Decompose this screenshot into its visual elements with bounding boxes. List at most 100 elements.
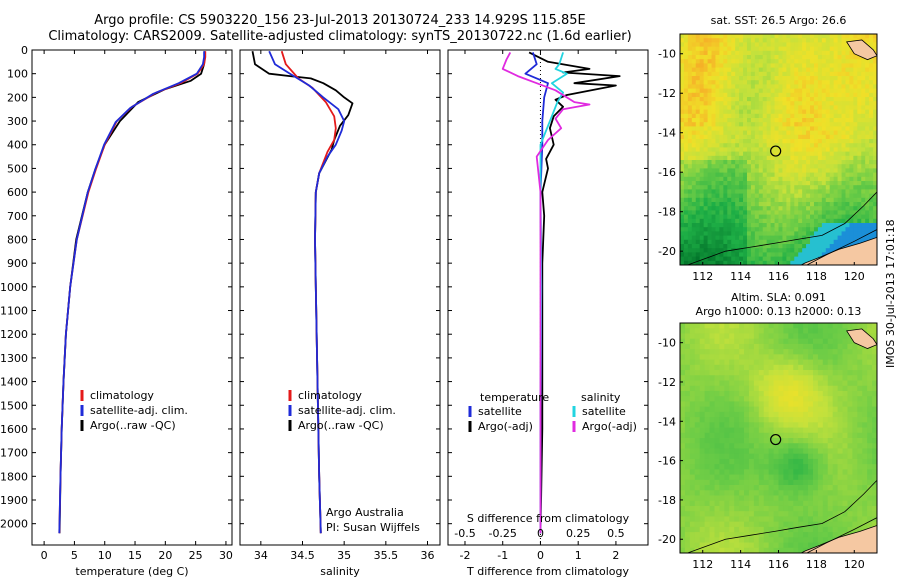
- sst-map-cell: [691, 189, 697, 194]
- sst-map-cell: [825, 151, 831, 157]
- sla-map-cell: [699, 453, 706, 460]
- sla-map-cell: [783, 432, 789, 439]
- sst-map-cell: [719, 164, 724, 169]
- sst-map-cell: [739, 126, 744, 131]
- sst-map-cell: [683, 210, 689, 215]
- sst-map-cell: [802, 71, 807, 77]
- sla-map-cell: [812, 417, 819, 423]
- sla-map-cell: [689, 380, 696, 387]
- sla-map-cell: [748, 396, 755, 402]
- sla-map-cell: [822, 323, 829, 329]
- sst-map-cell: [833, 143, 838, 148]
- sst-map-cell: [845, 189, 850, 194]
- sla-map-cell: [803, 532, 809, 538]
- sst-map-cell: [786, 105, 791, 110]
- sst-map-cell: [715, 260, 720, 266]
- sla-map-cell: [798, 364, 804, 371]
- sst-map-cell: [683, 227, 689, 232]
- sst-map-cell: [707, 206, 712, 211]
- sst-map-cell: [810, 197, 815, 203]
- sst-map-cell: [778, 113, 783, 119]
- sst-map-cell: [865, 105, 870, 110]
- sst-map-cell: [750, 189, 756, 194]
- sst-map-cell: [829, 223, 835, 228]
- sst-map-cell: [715, 63, 720, 68]
- sst-map-cell: [695, 80, 701, 85]
- sst-map-cell: [794, 151, 799, 157]
- sst-map-cell: [762, 231, 768, 236]
- sst-map-cell: [774, 42, 779, 47]
- sla-map-cell: [748, 526, 755, 533]
- sla-map-cell: [684, 485, 691, 491]
- sla-map-cell: [842, 479, 848, 486]
- sla-map-cell: [768, 490, 774, 496]
- sst-map-cell: [739, 235, 744, 241]
- sst-map-cell: [754, 113, 760, 119]
- sla-map-cell: [798, 532, 804, 538]
- sla-map-cell: [714, 396, 720, 402]
- sla-map-cell: [709, 390, 715, 397]
- sst-map-cell: [707, 118, 712, 123]
- sst-map-cell: [813, 193, 819, 199]
- sla-map-cell: [788, 432, 794, 439]
- sst-map-cell: [754, 105, 760, 110]
- sla-map-cell: [778, 396, 784, 402]
- sla-map-cell: [808, 323, 814, 329]
- sst-map-cell: [778, 155, 783, 161]
- sla-map-cell: [808, 521, 814, 528]
- sst-map-cell: [680, 155, 685, 161]
- sst-map-cell: [790, 122, 795, 127]
- sst-map-cell: [754, 160, 760, 165]
- sst-map-cell: [841, 34, 846, 39]
- sla-map-cell: [704, 370, 710, 376]
- sst-map-cell: [691, 164, 697, 169]
- sst-map-cell: [845, 42, 850, 47]
- sst-map-cell: [703, 244, 708, 249]
- sst-map-cell: [806, 139, 811, 144]
- sst-map-cell: [746, 55, 752, 60]
- sla-map-cell: [842, 396, 848, 402]
- sst-map-cell: [691, 151, 697, 157]
- sla-map-cell: [714, 453, 720, 460]
- sst-map-cell: [723, 134, 728, 140]
- sla-map-cell: [837, 490, 843, 496]
- sla-map-cell: [862, 438, 868, 444]
- sst-map-cell: [786, 214, 791, 220]
- sst-map-cell: [743, 122, 748, 127]
- salinity-profile-xtick-label: 36: [421, 549, 435, 562]
- sst-map-cell: [782, 252, 787, 257]
- sst-map-cell: [715, 202, 720, 207]
- sst-map-cell: [865, 109, 870, 115]
- sst-map-cell: [857, 71, 862, 77]
- sla-map-cell: [862, 417, 868, 423]
- sst-map-cell: [849, 151, 854, 157]
- sst-map-cell: [758, 239, 764, 245]
- sla-map-cell: [739, 500, 745, 507]
- sst-map-cell: [774, 164, 779, 169]
- sst-map-cell: [770, 126, 775, 131]
- sst-map-cell: [810, 176, 815, 182]
- sst-map-cell: [719, 105, 724, 110]
- sst-map-cell: [790, 244, 795, 249]
- sla-map-cell: [788, 547, 794, 554]
- sst-map-cell: [758, 143, 764, 148]
- sst-map-cell: [810, 88, 815, 94]
- sla-map-cell: [812, 495, 819, 502]
- sst-map-cell: [743, 97, 748, 102]
- sst-map-cell: [743, 202, 748, 207]
- sst-map-cell: [798, 248, 803, 253]
- sst-map-cell: [821, 92, 827, 98]
- sst-map-cell: [703, 214, 708, 220]
- sst-map-cell: [758, 71, 764, 77]
- sst-map-cell: [782, 181, 787, 186]
- sst-map-cell: [770, 181, 775, 186]
- sst-map-cell: [813, 151, 819, 157]
- sst-map-cell: [739, 176, 744, 182]
- sst-map-cell: [865, 168, 870, 173]
- sla-map-cell: [758, 333, 765, 340]
- sst-map-cell: [817, 202, 823, 207]
- sst-map-cell: [695, 50, 701, 56]
- sla-map-cell: [724, 458, 730, 465]
- sst-map-cell: [802, 239, 807, 245]
- sst-map-cell: [762, 130, 768, 136]
